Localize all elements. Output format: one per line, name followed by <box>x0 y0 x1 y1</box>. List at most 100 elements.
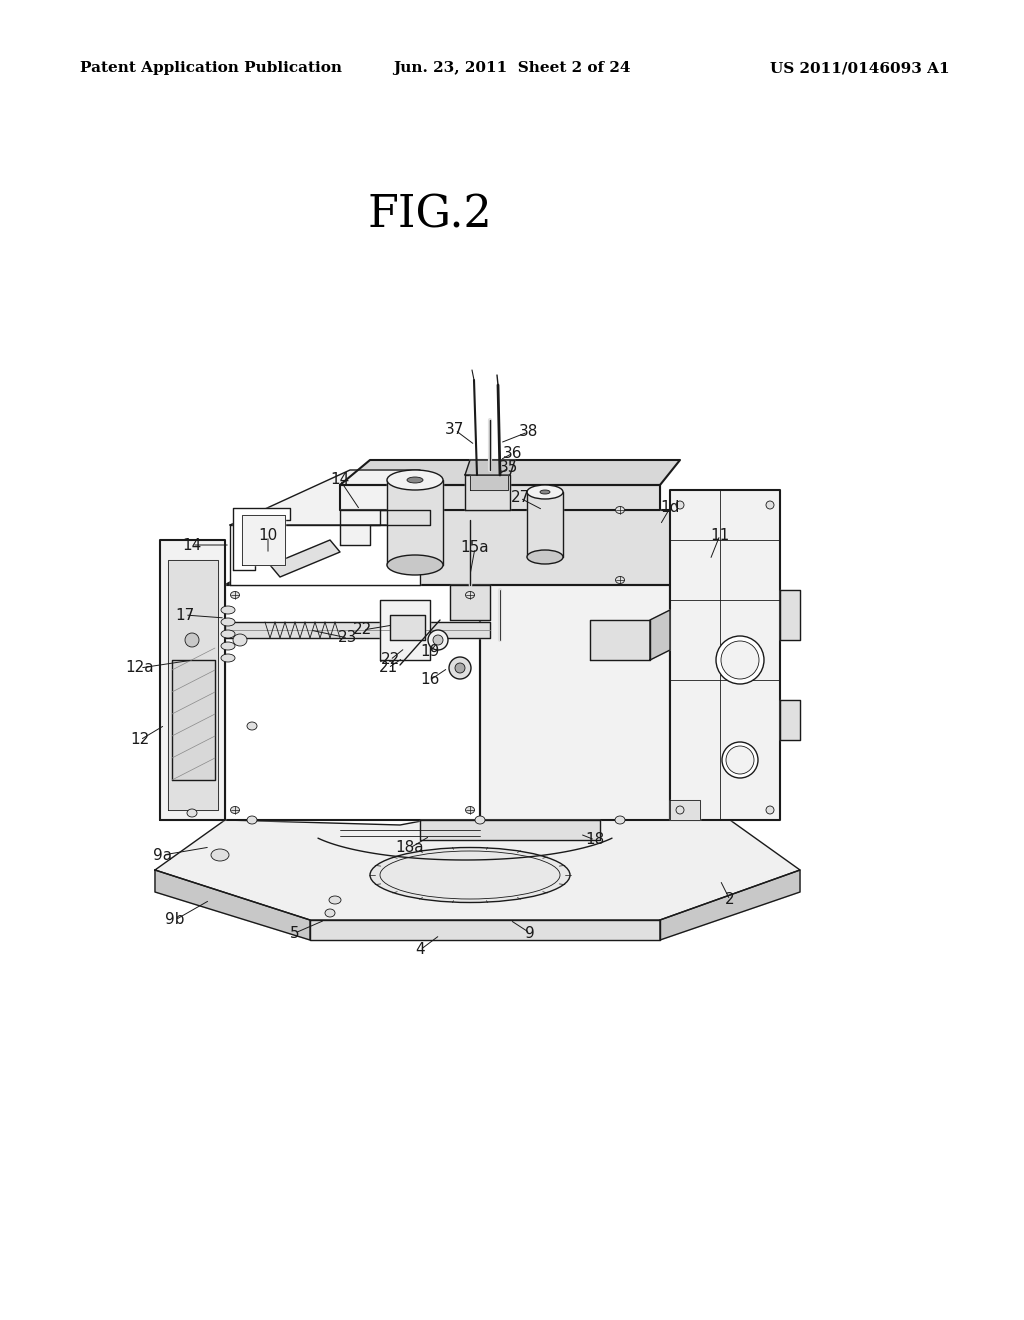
Text: 2: 2 <box>725 892 735 908</box>
Ellipse shape <box>387 554 443 576</box>
Text: 18: 18 <box>586 833 604 847</box>
Polygon shape <box>155 870 310 940</box>
Polygon shape <box>155 810 800 920</box>
Text: 9: 9 <box>525 925 535 940</box>
Ellipse shape <box>428 630 449 649</box>
Ellipse shape <box>407 477 423 483</box>
Polygon shape <box>225 622 490 638</box>
Text: 23: 23 <box>338 631 357 645</box>
Ellipse shape <box>325 909 335 917</box>
Polygon shape <box>660 870 800 940</box>
Text: 27: 27 <box>510 491 529 506</box>
Text: Jun. 23, 2011  Sheet 2 of 24: Jun. 23, 2011 Sheet 2 of 24 <box>393 61 631 75</box>
Ellipse shape <box>676 502 684 510</box>
Polygon shape <box>233 508 290 570</box>
Ellipse shape <box>527 550 563 564</box>
Ellipse shape <box>615 816 625 824</box>
Polygon shape <box>780 590 800 640</box>
Polygon shape <box>590 620 650 660</box>
Polygon shape <box>242 515 285 565</box>
Ellipse shape <box>455 663 465 673</box>
Ellipse shape <box>221 618 234 626</box>
Polygon shape <box>670 490 780 820</box>
Polygon shape <box>390 615 425 640</box>
Ellipse shape <box>247 816 257 824</box>
Ellipse shape <box>370 847 570 903</box>
Text: 12: 12 <box>130 733 150 747</box>
Polygon shape <box>670 510 730 585</box>
Polygon shape <box>480 585 670 820</box>
Text: 5: 5 <box>290 925 300 940</box>
Polygon shape <box>270 540 340 577</box>
Polygon shape <box>465 475 510 510</box>
Ellipse shape <box>540 490 550 494</box>
Ellipse shape <box>676 807 684 814</box>
Polygon shape <box>160 540 225 820</box>
Ellipse shape <box>433 635 443 645</box>
Text: 21: 21 <box>379 660 397 676</box>
Ellipse shape <box>722 742 758 777</box>
Ellipse shape <box>230 807 240 813</box>
Text: 15a: 15a <box>461 540 489 556</box>
Polygon shape <box>527 492 563 557</box>
Polygon shape <box>230 510 420 585</box>
Ellipse shape <box>716 636 764 684</box>
Polygon shape <box>780 700 800 741</box>
Polygon shape <box>168 560 218 810</box>
Text: 12a: 12a <box>126 660 155 676</box>
Ellipse shape <box>211 849 229 861</box>
Ellipse shape <box>721 642 759 678</box>
Ellipse shape <box>466 807 474 813</box>
Polygon shape <box>470 475 508 490</box>
Ellipse shape <box>726 746 754 774</box>
Text: 11: 11 <box>711 528 730 543</box>
Polygon shape <box>225 585 480 820</box>
Ellipse shape <box>387 470 443 490</box>
Polygon shape <box>387 480 443 565</box>
Polygon shape <box>310 920 660 940</box>
Text: 16: 16 <box>420 672 439 688</box>
Polygon shape <box>230 470 420 525</box>
Polygon shape <box>465 459 515 475</box>
Text: 38: 38 <box>518 425 538 440</box>
Text: 18a: 18a <box>395 841 424 855</box>
Text: 9a: 9a <box>154 847 173 862</box>
Ellipse shape <box>221 642 234 649</box>
Ellipse shape <box>329 896 341 904</box>
Text: 10: 10 <box>258 528 278 544</box>
Text: 14: 14 <box>182 537 202 553</box>
Text: 9b: 9b <box>165 912 184 928</box>
Ellipse shape <box>466 591 474 598</box>
Ellipse shape <box>221 606 234 614</box>
Polygon shape <box>340 484 660 510</box>
Ellipse shape <box>230 591 240 598</box>
Text: 22: 22 <box>380 652 399 668</box>
Ellipse shape <box>527 484 563 499</box>
Polygon shape <box>420 820 600 840</box>
Ellipse shape <box>766 502 774 510</box>
Text: 14: 14 <box>331 473 349 487</box>
Ellipse shape <box>615 577 625 583</box>
Ellipse shape <box>615 507 625 513</box>
Polygon shape <box>670 800 700 820</box>
Text: 4: 4 <box>415 942 425 957</box>
Polygon shape <box>650 610 670 660</box>
Text: 17: 17 <box>175 607 195 623</box>
Text: 22: 22 <box>353 623 373 638</box>
Polygon shape <box>380 601 430 660</box>
Text: Patent Application Publication: Patent Application Publication <box>80 61 342 75</box>
Ellipse shape <box>766 807 774 814</box>
Ellipse shape <box>233 634 247 645</box>
Ellipse shape <box>475 816 485 824</box>
Ellipse shape <box>247 722 257 730</box>
Text: 35: 35 <box>499 461 518 475</box>
Text: 1d: 1d <box>660 500 680 516</box>
Ellipse shape <box>221 630 234 638</box>
Text: FIG.2: FIG.2 <box>368 194 493 236</box>
Polygon shape <box>172 660 215 780</box>
Ellipse shape <box>449 657 471 678</box>
Polygon shape <box>340 459 680 484</box>
Text: US 2011/0146093 A1: US 2011/0146093 A1 <box>770 61 950 75</box>
Text: 36: 36 <box>503 446 522 461</box>
Polygon shape <box>340 510 430 545</box>
